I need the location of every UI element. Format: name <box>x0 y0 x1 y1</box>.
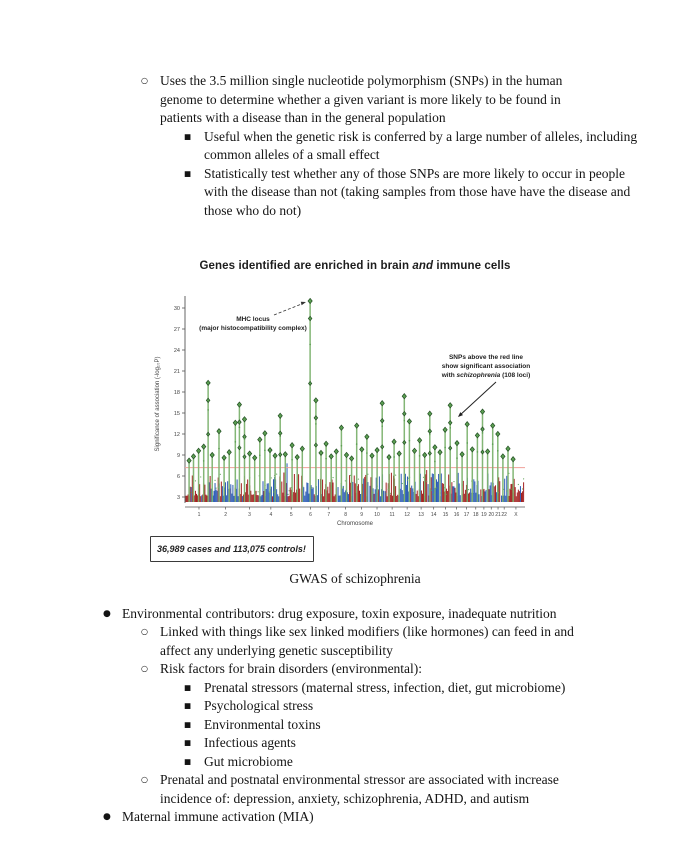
svg-text:8: 8 <box>344 512 347 518</box>
bullet-text: Statistically test whether any of those … <box>204 165 631 218</box>
svg-text:2: 2 <box>224 512 227 518</box>
svg-text:21: 21 <box>495 512 501 518</box>
svg-text:3: 3 <box>177 495 180 501</box>
bullet-gut-microbiome: ■ Gut microbiome <box>0 753 697 772</box>
bullet-marker-square: ■ <box>184 168 192 178</box>
bullet-text: Risk factors for brain disorders (enviro… <box>160 661 423 676</box>
bullet-text: Prenatal stressors (maternal stress, inf… <box>204 679 566 695</box>
svg-text:30: 30 <box>174 306 180 312</box>
bullet-text: Environmental contributors: drug exposur… <box>122 605 557 621</box>
bullet-marker-hollow: ○ <box>141 775 148 784</box>
bullet-text: Gut microbiome <box>204 753 293 769</box>
svg-text:10: 10 <box>374 512 380 518</box>
svg-text:12: 12 <box>404 512 410 518</box>
svg-text:X: X <box>514 512 518 518</box>
bullet-marker-filled: ● <box>103 608 111 619</box>
svg-text:20: 20 <box>488 512 494 518</box>
svg-text:7: 7 <box>327 512 330 518</box>
svg-text:(major histocompatibility comp: (major histocompatibility complex) <box>199 325 307 332</box>
bullet-marker-filled: ● <box>103 812 111 822</box>
svg-text:Significance of association (-: Significance of association (-log₁₀P) <box>155 357 161 452</box>
bullet-text: Uses the 3.5 million single nucleotide p… <box>160 73 563 125</box>
figure-title-italic: and <box>412 260 434 272</box>
bullet-linked-with: ○ Linked with things like sex linked mod… <box>0 623 697 660</box>
bullet-marker-square: ■ <box>184 682 192 692</box>
gwas-figure: Genes identified are enriched in brain a… <box>148 258 562 562</box>
svg-text:SNPs above the red line: SNPs above the red line <box>449 354 523 361</box>
bullet-text: Prenatal and postnatal environmental str… <box>160 772 559 806</box>
bullet-prenatal-stressors: ■ Prenatal stressors (maternal stress, i… <box>0 679 697 698</box>
bullet-marker-hollow: ○ <box>141 76 148 85</box>
svg-text:16: 16 <box>454 512 460 518</box>
svg-text:MHC locus: MHC locus <box>236 316 270 323</box>
svg-text:9: 9 <box>177 453 180 459</box>
bullet-statistically-test: ■ Statistically test whether any of thos… <box>0 165 697 221</box>
bullet-marker-square: ■ <box>184 131 192 141</box>
svg-text:18: 18 <box>473 512 479 518</box>
svg-text:6: 6 <box>177 474 180 480</box>
bullet-environmental-toxins: ■ Environmental toxins <box>0 716 697 735</box>
bullet-text: Environmental toxins <box>204 716 321 732</box>
bottom-bullet-list: ● Environmental contributors: drug expos… <box>0 605 697 827</box>
svg-text:Chromosome: Chromosome <box>337 521 374 527</box>
bullet-snps-overview: ○ Uses the 3.5 million single nucleotide… <box>0 72 697 128</box>
bullet-prenatal-postnatal: ○ Prenatal and postnatal environmental s… <box>0 771 697 808</box>
bullet-environmental-contributors: ● Environmental contributors: drug expos… <box>0 605 697 624</box>
figure-title-pre: Genes identified are enriched in brain <box>199 260 413 272</box>
svg-text:with schizophrenia (108 loci): with schizophrenia (108 loci) <box>441 372 531 379</box>
svg-text:22: 22 <box>501 512 507 518</box>
bullet-text: Infectious agents <box>204 735 296 750</box>
bullet-useful-when: ■ Useful when the genetic risk is confer… <box>0 128 697 165</box>
bullet-marker-hollow: ○ <box>141 627 148 636</box>
bullet-risk-factors: ○ Risk factors for brain disorders (envi… <box>0 660 697 679</box>
figure-title-post: immune cells <box>433 260 511 272</box>
svg-text:6: 6 <box>309 512 312 518</box>
svg-text:5: 5 <box>290 512 293 518</box>
svg-text:3: 3 <box>248 512 251 518</box>
bullet-marker-hollow: ○ <box>141 664 148 673</box>
bullet-text: Maternal immune activation (MIA) <box>122 809 314 824</box>
svg-text:1: 1 <box>198 512 201 518</box>
figure-title: Genes identified are enriched in brain a… <box>148 258 562 274</box>
svg-text:27: 27 <box>174 327 180 333</box>
svg-text:14: 14 <box>431 512 437 518</box>
bullet-infectious-agents: ■ Infectious agents <box>0 734 697 753</box>
svg-text:4: 4 <box>269 512 272 518</box>
svg-text:11: 11 <box>390 512 395 518</box>
svg-text:9: 9 <box>360 512 363 518</box>
bullet-marker-square: ■ <box>184 701 192 710</box>
svg-text:12: 12 <box>174 432 180 438</box>
bullet-text: Useful when the genetic risk is conferre… <box>204 128 638 163</box>
bullet-text: Psychological stress <box>204 698 314 713</box>
svg-text:15: 15 <box>174 411 180 417</box>
bullet-marker-square: ■ <box>184 756 192 766</box>
bullet-text: Linked with things like sex linked modif… <box>160 624 574 658</box>
svg-text:15: 15 <box>443 512 449 518</box>
svg-text:13: 13 <box>418 512 424 518</box>
figure-caption: GWAS of schizophrenia <box>289 571 421 586</box>
bullet-marker-square: ■ <box>184 719 192 729</box>
svg-text:19: 19 <box>481 512 487 518</box>
bullet-maternal-immune-activation: ● Maternal immune activation (MIA) <box>0 808 697 827</box>
sample-size-box: 36,989 cases and 113,075 controls! <box>150 535 314 562</box>
svg-text:24: 24 <box>174 348 180 354</box>
svg-text:21: 21 <box>174 369 180 375</box>
svg-text:18: 18 <box>174 390 180 396</box>
bullet-psychological-stress: ■ Psychological stress <box>0 697 697 716</box>
top-margin <box>0 0 697 72</box>
bullet-marker-square: ■ <box>184 738 192 747</box>
svg-text:17: 17 <box>464 512 470 518</box>
svg-text:show significant association: show significant association <box>442 363 531 370</box>
